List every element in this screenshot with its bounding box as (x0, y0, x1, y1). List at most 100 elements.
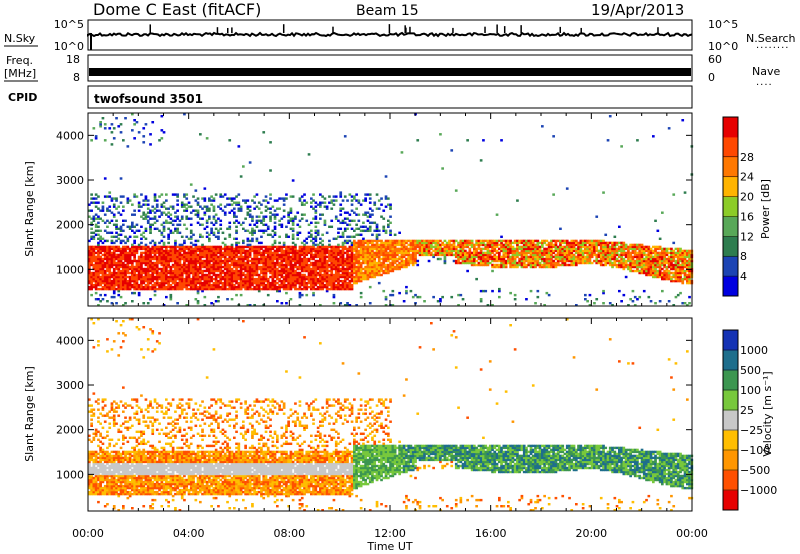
echo-cell (328, 279, 331, 283)
echo-cell (531, 251, 535, 255)
echo-cell (343, 217, 347, 220)
echo-cell (244, 273, 247, 277)
echo-cell (269, 261, 272, 265)
echo-cell (131, 129, 134, 132)
echo-cell (330, 219, 334, 223)
echo-cell (167, 235, 170, 239)
echo-cell (334, 277, 338, 281)
echo-cell (500, 261, 503, 265)
echo-cell (466, 253, 469, 257)
echo-cell (332, 267, 336, 271)
echo-cell (160, 281, 164, 285)
echo-cell (364, 225, 367, 229)
echo-cell (416, 263, 420, 267)
echo-cell (248, 287, 252, 291)
echo-cell (217, 287, 220, 291)
echo-cell (303, 285, 306, 289)
echo-cell (321, 233, 324, 237)
echo-cell (511, 253, 515, 257)
echo-cell (389, 215, 392, 218)
echo-cell (468, 261, 472, 265)
echo-cell (291, 255, 295, 259)
echo-cell (117, 271, 121, 275)
echo-cell (185, 257, 189, 261)
echo-cell (513, 255, 517, 259)
echo-cell (398, 243, 401, 247)
echo-cell (464, 239, 467, 243)
echo-cell (305, 281, 309, 285)
echo-cell (377, 245, 381, 249)
echo-cell (165, 207, 168, 210)
echo-cell (208, 207, 211, 210)
echo-cell (255, 269, 259, 273)
echo-cell (624, 263, 628, 267)
echo-cell (332, 263, 336, 267)
echo-cell (260, 281, 263, 285)
echo-cell (171, 285, 175, 289)
echo-cell (155, 203, 159, 206)
echo-cell (445, 241, 449, 245)
echo-cell (389, 253, 392, 257)
echo-cell (291, 277, 295, 281)
echo-cell (146, 285, 150, 289)
echo-cell (280, 245, 284, 249)
echo-cell (167, 207, 170, 210)
echo-cell (441, 251, 444, 255)
echo-cell (427, 247, 431, 251)
echo-cell (282, 259, 286, 263)
echo-cell (128, 281, 132, 285)
echo-cell (368, 271, 372, 275)
echo-cell (368, 269, 372, 273)
echo-cell (205, 281, 209, 285)
echo-cell (590, 243, 594, 247)
echo-cell (101, 209, 105, 212)
echo-cell (233, 221, 236, 225)
echo-cell (330, 281, 334, 285)
echo-cell (384, 205, 388, 208)
echo-cell (509, 255, 512, 259)
echo-cell (531, 239, 535, 243)
echo-cell (522, 255, 526, 259)
echo-cell (128, 287, 132, 291)
echo-cell (183, 113, 186, 116)
echo-cell (117, 211, 121, 214)
echo-cell (153, 265, 157, 269)
echo-cell (498, 239, 501, 243)
echo-cell (307, 231, 311, 235)
echo-cell (135, 251, 139, 255)
echo-cell (196, 255, 200, 259)
echo-cell (520, 239, 524, 243)
echo-cell (128, 247, 132, 251)
echo-cell (217, 285, 220, 289)
echo-cell (133, 291, 136, 295)
echo-cell (269, 253, 272, 257)
echo-cell (346, 217, 349, 220)
echo-cell (237, 241, 241, 245)
echo-cell (269, 287, 272, 291)
echo-cell (135, 279, 139, 283)
echo-cell (192, 259, 195, 263)
echo-cell (375, 233, 379, 237)
echo-cell (353, 219, 356, 223)
echo-cell (194, 273, 198, 277)
echo-cell (554, 263, 558, 267)
echo-cell (251, 283, 254, 287)
echo-cell (559, 227, 562, 231)
echo-cell (133, 225, 136, 229)
echo-cell (126, 145, 130, 148)
echo-cell (330, 257, 334, 261)
echo-cell (538, 263, 542, 267)
echo-cell (522, 253, 526, 257)
echo-cell (584, 245, 587, 249)
echo-cell (359, 251, 363, 255)
echo-cell (323, 223, 327, 227)
echo-cell (149, 229, 152, 233)
echo-cell (289, 265, 293, 269)
echo-cell (269, 141, 272, 144)
echo-cell (99, 281, 102, 285)
echo-cell (529, 241, 533, 245)
echo-cell (167, 227, 170, 231)
echo-cell (189, 245, 193, 249)
echo-cell (341, 279, 345, 283)
echo-cell (332, 281, 336, 285)
